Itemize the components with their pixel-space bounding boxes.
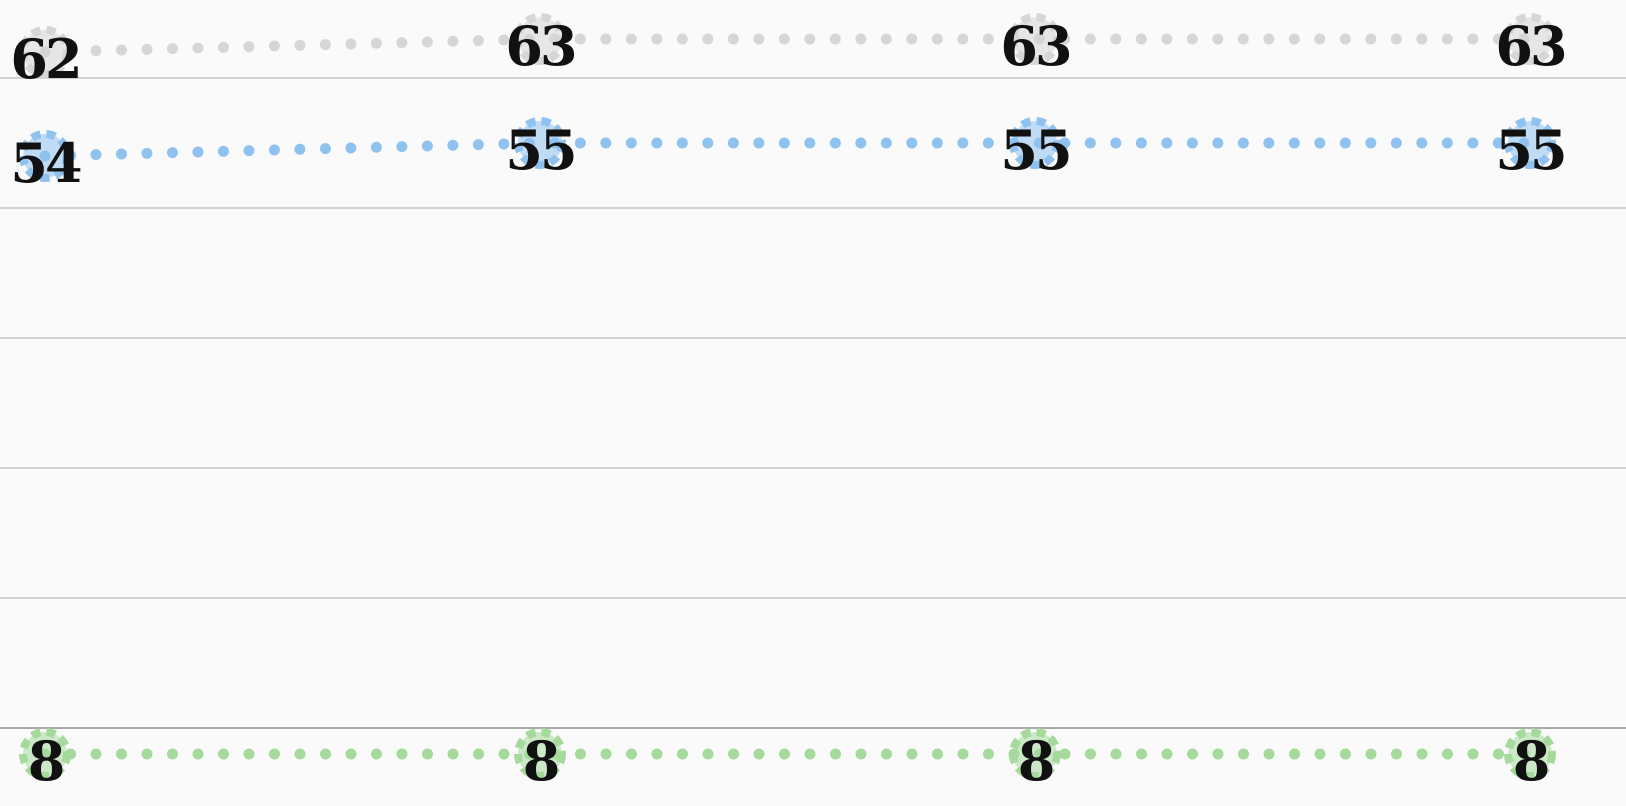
data-label: 55 (1000, 118, 1069, 182)
point-marker (1009, 117, 1061, 169)
series-line (39, 33, 1536, 58)
data-label: 54 (10, 131, 81, 195)
point-marker (19, 130, 71, 182)
data-label: 55 (505, 118, 574, 182)
data-label: 55 (1495, 118, 1564, 182)
data-label: 8 (1018, 729, 1053, 793)
point-marker (19, 728, 71, 780)
point-marker (1009, 728, 1061, 780)
series-line (39, 137, 1536, 162)
point-marker (1504, 728, 1556, 780)
data-label: 8 (523, 729, 558, 793)
point-marker (19, 26, 71, 78)
point-marker (1009, 13, 1061, 65)
data-label: 8 (28, 729, 63, 793)
data-label: 63 (1000, 14, 1070, 78)
data-label: 62 (10, 27, 79, 91)
point-marker (1504, 117, 1556, 169)
data-label: 63 (1495, 14, 1565, 78)
point-marker (1504, 13, 1556, 65)
data-label: 63 (505, 14, 575, 78)
point-marker (514, 728, 566, 780)
data-label: 8 (1513, 729, 1548, 793)
point-marker (514, 13, 566, 65)
point-marker (514, 117, 566, 169)
